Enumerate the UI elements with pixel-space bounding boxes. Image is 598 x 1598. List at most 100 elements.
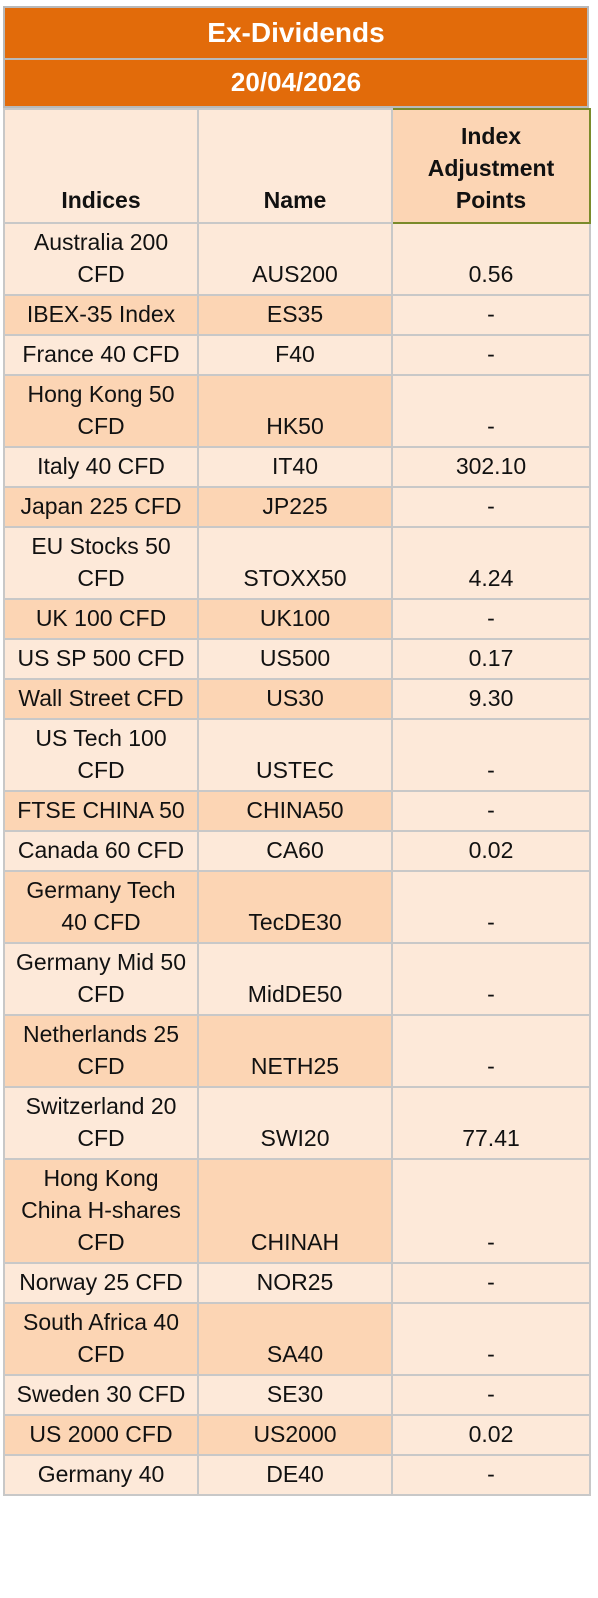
name-cell: ES35 [197,294,393,336]
index-cell: South Africa 40 CFD [3,1302,199,1376]
index-cell: Australia 200 CFD [3,222,199,296]
table-row: Germany Mid 50 CFD MidDE50- [3,942,591,1016]
adjustment-points-cell: 302.10 [391,446,591,488]
table-row: Germany Tech 40 CFD TecDE30- [3,870,591,944]
adjustment-points-cell: 4.24 [391,526,591,600]
name-cell: MidDE50 [197,942,393,1016]
index-cell: IBEX-35 Index [3,294,199,336]
index-cell: US SP 500 CFD [3,638,199,680]
sheet-date: 20/04/2026 [3,60,589,108]
name-cell: SA40 [197,1302,393,1376]
name-cell: SWI20 [197,1086,393,1160]
name-cell: F40 [197,334,393,376]
adjustment-points-cell: - [391,1014,591,1088]
index-cell: France 40 CFD [3,334,199,376]
name-cell: TecDE30 [197,870,393,944]
adjustment-points-cell: - [391,1158,591,1264]
index-cell: EU Stocks 50 CFD [3,526,199,600]
adjustment-points-cell: - [391,790,591,832]
adjustment-points-cell: - [391,1302,591,1376]
header-indices: Indices [3,108,199,224]
adjustment-points-cell: - [391,1262,591,1304]
adjustment-points-cell: - [391,718,591,792]
adjustment-points-cell: - [391,334,591,376]
adjustment-points-cell: - [391,598,591,640]
index-cell: Switzerland 20 CFD [3,1086,199,1160]
adjustment-points-cell: 0.02 [391,830,591,872]
index-cell: Hong Kong China H-shares CFD [3,1158,199,1264]
name-cell: NETH25 [197,1014,393,1088]
table-row: US Tech 100 CFD USTEC - [3,718,591,792]
table-row: Hong Kong 50 CFD HK50- [3,374,591,448]
index-cell: FTSE CHINA 50 [3,790,199,832]
table-row: Wall Street CFD US30 9.30 [3,678,591,720]
name-cell: CHINAH [197,1158,393,1264]
adjustment-points-cell: - [391,870,591,944]
adjustment-points-cell: 77.41 [391,1086,591,1160]
name-cell: UK100 [197,598,393,640]
table-row: South Africa 40 CFD SA40- [3,1302,591,1376]
index-cell: Netherlands 25 CFD [3,1014,199,1088]
name-cell: CHINA50 [197,790,393,832]
name-cell: HK50 [197,374,393,448]
index-cell: Italy 40 CFD [3,446,199,488]
index-cell: Germany Mid 50 CFD [3,942,199,1016]
index-cell: Japan 225 CFD [3,486,199,528]
name-cell: CA60 [197,830,393,872]
name-cell: IT40 [197,446,393,488]
adjustment-points-cell: 0.02 [391,1414,591,1456]
adjustment-points-cell: - [391,1374,591,1416]
table-row: Germany 40 DE40- [3,1454,591,1496]
index-cell: Wall Street CFD [3,678,199,720]
name-cell: US500 [197,638,393,680]
index-cell: Germany Tech 40 CFD [3,870,199,944]
header-adjustment-points: Index Adjustment Points [391,108,591,224]
adjustment-points-cell: 0.17 [391,638,591,680]
table-row: Netherlands 25 CFD NETH25- [3,1014,591,1088]
name-cell: USTEC [197,718,393,792]
adjustment-points-cell: 9.30 [391,678,591,720]
index-cell: Sweden 30 CFD [3,1374,199,1416]
ex-dividends-sheet: Ex-Dividends 20/04/2026 Indices Name Ind… [3,6,591,1496]
table-row: Hong Kong China H-shares CFD CHINAH - [3,1158,591,1264]
table-row: US SP 500 CFD US500 0.17 [3,638,591,680]
table-row: UK 100 CFD UK100- [3,598,591,640]
name-cell: AUS200 [197,222,393,296]
header-name: Name [197,108,393,224]
table-row: IBEX-35 Index ES35- [3,294,591,336]
ex-dividends-table: Indices Name Index Adjustment Points Aus… [3,108,591,1496]
table-row: FTSE CHINA 50 CHINA50- [3,790,591,832]
table-row: Norway 25 CFD NOR25- [3,1262,591,1304]
name-cell: STOXX50 [197,526,393,600]
table-row: France 40 CFD F40- [3,334,591,376]
table-row: US 2000 CFD US2000 0.02 [3,1414,591,1456]
sheet-title: Ex-Dividends [3,6,589,60]
header-row: Indices Name Index Adjustment Points [3,108,591,224]
table-row: Australia 200 CFD AUS200 0.56 [3,222,591,296]
index-cell: Germany 40 [3,1454,199,1496]
table-row: Sweden 30 CFD SE30- [3,1374,591,1416]
adjustment-points-cell: - [391,486,591,528]
name-cell: JP225 [197,486,393,528]
table-row: Switzerland 20 CFD SWI20 77.41 [3,1086,591,1160]
index-cell: Canada 60 CFD [3,830,199,872]
table-row: EU Stocks 50 CFD STOXX50 4.24 [3,526,591,600]
index-cell: US 2000 CFD [3,1414,199,1456]
name-cell: NOR25 [197,1262,393,1304]
name-cell: SE30 [197,1374,393,1416]
table-row: Japan 225 CFD JP225- [3,486,591,528]
name-cell: DE40 [197,1454,393,1496]
adjustment-points-cell: 0.56 [391,222,591,296]
index-cell: Norway 25 CFD [3,1262,199,1304]
index-cell: Hong Kong 50 CFD [3,374,199,448]
adjustment-points-cell: - [391,374,591,448]
adjustment-points-cell: - [391,294,591,336]
name-cell: US2000 [197,1414,393,1456]
table-row: Canada 60 CFD CA60 0.02 [3,830,591,872]
name-cell: US30 [197,678,393,720]
table-row: Italy 40 CFD IT40 302.10 [3,446,591,488]
adjustment-points-cell: - [391,942,591,1016]
index-cell: US Tech 100 CFD [3,718,199,792]
index-cell: UK 100 CFD [3,598,199,640]
adjustment-points-cell: - [391,1454,591,1496]
